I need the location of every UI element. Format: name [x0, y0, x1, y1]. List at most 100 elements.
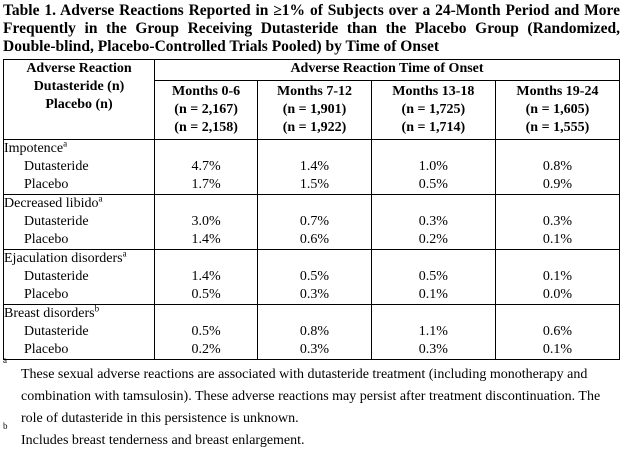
dutasteride-value: 4.7%	[191, 159, 221, 174]
footnote: aThese sexual adverse reactions are asso…	[3, 355, 601, 427]
dutasteride-label: Dutasteride	[24, 324, 89, 339]
table-row: Ejaculation disordersa Dutasteride Placebo…	[3, 248, 621, 305]
value-cell: 0.1% 0.0%	[494, 249, 621, 305]
adverse-reactions-table: Adverse Reaction Dutasteride (n) Placebo…	[3, 59, 621, 360]
header-line: Dutasteride (n)	[33, 79, 125, 94]
reaction-label-cell: Ejaculation disordersa Dutasteride Placebo	[3, 248, 155, 305]
dutasteride-value: 0.8%	[542, 159, 573, 174]
value-cell: 0.7% 0.6%	[257, 194, 372, 250]
value-cell: 0.3% 0.1%	[494, 194, 621, 250]
footnote-mark: a	[98, 193, 103, 204]
dutasteride-label: Dutasteride	[24, 214, 89, 229]
period-header-row: Months 0-6 (n = 2,167) (n = 2,158) Months 7…	[4, 80, 621, 140]
period-header-line: Months 19-24	[516, 84, 599, 99]
value-cell: 4.7% 1.7%	[153, 139, 259, 195]
period-header: Months 19-24 (n = 1,605) (n = 1,555)	[494, 80, 621, 140]
dutasteride-label: Dutasteride	[24, 269, 89, 284]
period-header-line: Months 7-12	[276, 84, 353, 99]
header-row: Adverse Reaction Dutasteride (n) Placebo…	[3, 59, 620, 140]
reaction-label-cell: Impotencea Dutasteride Placebo	[3, 138, 155, 195]
dutasteride-value: 0.5%	[191, 324, 221, 339]
period-header-line: (n = 1,725)	[401, 102, 466, 117]
dutasteride-value: 0.3%	[542, 214, 573, 229]
footnote-text: Includes breast tenderness and breast en…	[21, 433, 305, 448]
value-cell: 0.8% 0.9%	[494, 139, 621, 195]
table-row: Decreased libidoa Dutasteride Placebo 3.0% 1…	[3, 193, 621, 250]
dutasteride-value: 1.0%	[418, 159, 448, 174]
placebo-value: 0.5%	[191, 287, 221, 302]
placebo-value: 0.9%	[542, 177, 573, 192]
placebo-label: Placebo	[24, 232, 69, 247]
table-title: Table 1. Adverse Reactions Reported in ≥…	[3, 2, 620, 55]
dutasteride-value: 0.7%	[299, 214, 330, 229]
period-header: Months 7-12 (n = 1,901) (n = 1,922)	[257, 80, 372, 140]
value-cell: 1.1% 0.3%	[370, 304, 496, 360]
footnote-mark: b	[94, 303, 100, 314]
value-cell: 1.4% 1.5%	[257, 139, 372, 195]
table-row: Impotencea Dutasteride Placebo 4.7% 1.7% 1.4%…	[3, 138, 621, 195]
value-cell: 1.0% 0.5%	[370, 139, 496, 195]
footnote-mark: a	[122, 248, 127, 259]
dutasteride-value: 0.5%	[418, 269, 448, 284]
value-cell: 3.0% 1.4%	[153, 194, 259, 250]
header-line: Placebo (n)	[45, 97, 113, 112]
table-row: Breast disordersb Dutasteride Placebo 0.5% 0…	[3, 303, 621, 360]
period-header-line: (n = 1,555)	[525, 120, 590, 135]
dutasteride-value: 0.3%	[418, 214, 448, 229]
placebo-value: 0.6%	[299, 232, 330, 247]
dutasteride-value: 0.5%	[299, 269, 330, 284]
value-cell: 0.5% 0.1%	[370, 249, 496, 305]
footnote-text: These sexual adverse reactions are assoc…	[21, 367, 601, 426]
dutasteride-value: 1.4%	[299, 159, 330, 174]
placebo-value: 0.3%	[299, 342, 330, 357]
dutasteride-value: 0.6%	[542, 324, 573, 339]
period-header: Months 13-18 (n = 1,725) (n = 1,714)	[370, 80, 496, 140]
dutasteride-value: 1.4%	[191, 269, 221, 284]
period-header-line: (n = 1,714)	[401, 120, 466, 135]
period-header-line: (n = 1,901)	[282, 102, 347, 117]
reaction-name: Breast disorders	[4, 306, 95, 321]
reaction-name: Decreased libido	[4, 196, 99, 211]
dutasteride-value: 3.0%	[191, 214, 221, 229]
value-cell: 0.8% 0.3%	[257, 304, 372, 360]
placebo-value: 0.3%	[299, 287, 330, 302]
period-header-line: Months 0-6	[172, 84, 241, 99]
reaction-name: Ejaculation disorders	[4, 251, 123, 266]
header-line: Adverse Reaction	[26, 61, 132, 76]
period-header-line: (n = 2,167)	[174, 102, 238, 117]
placebo-value: 1.4%	[191, 232, 221, 247]
dutasteride-label: Dutasteride	[24, 159, 89, 174]
header-adverse-reaction: Adverse Reaction Dutasteride (n) Placebo…	[3, 59, 155, 140]
placebo-value: 0.1%	[418, 287, 448, 302]
placebo-value: 0.2%	[191, 342, 221, 357]
footnote-mark: a	[63, 138, 68, 149]
reaction-label-cell: Breast disordersb Dutasteride Placebo	[3, 303, 155, 360]
value-cell: 0.5% 0.2%	[153, 304, 259, 360]
placebo-value: 0.5%	[418, 177, 448, 192]
period-header-line: (n = 1,605)	[525, 102, 590, 117]
value-cell: 0.6% 0.1%	[494, 304, 621, 360]
reaction-label-cell: Decreased libidoa Dutasteride Placebo	[3, 193, 155, 250]
header-time-of-onset: Adverse Reaction Time of Onset	[154, 59, 620, 81]
placebo-value: 0.2%	[418, 232, 448, 247]
reaction-name: Impotence	[4, 141, 64, 156]
placebo-label: Placebo	[24, 177, 69, 192]
placebo-value: 0.3%	[418, 342, 448, 357]
placebo-value: 0.1%	[542, 342, 573, 357]
placebo-value: 0.1%	[542, 232, 573, 247]
value-cell: 1.4% 0.5%	[153, 249, 259, 305]
dutasteride-value: 1.1%	[418, 324, 448, 339]
placebo-label: Placebo	[24, 342, 69, 357]
value-cell: 0.5% 0.3%	[257, 249, 372, 305]
period-header-line: (n = 2,158)	[174, 120, 238, 135]
dutasteride-value: 0.1%	[542, 269, 573, 284]
placebo-value: 1.7%	[191, 177, 221, 192]
value-cell: 0.3% 0.2%	[370, 194, 496, 250]
period-header-line: (n = 1,922)	[282, 120, 347, 135]
placebo-value: 0.0%	[542, 287, 573, 302]
period-header: Months 0-6 (n = 2,167) (n = 2,158)	[153, 80, 259, 140]
placebo-value: 1.5%	[299, 177, 330, 192]
dutasteride-value: 0.8%	[299, 324, 330, 339]
period-header-line: Months 13-18	[392, 84, 475, 99]
footnote: bIncludes breast tenderness and breast e…	[3, 421, 305, 449]
